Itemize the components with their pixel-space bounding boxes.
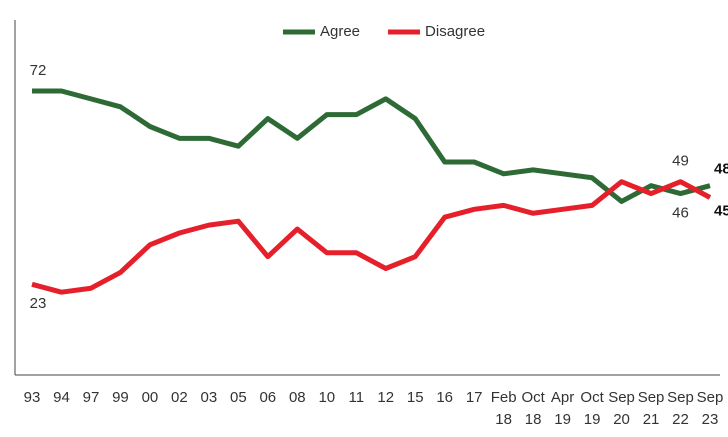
x-tick-label: 05 [230, 389, 247, 406]
data-label: 45 [714, 202, 728, 219]
x-tick-label: Sep 21 [638, 389, 665, 428]
x-tick-label: 93 [24, 389, 41, 406]
series-line [31, 179, 712, 295]
x-tick-label: Sep 22 [667, 389, 694, 428]
x-tick-label: 02 [171, 389, 188, 406]
x-tick-label: 12 [377, 389, 394, 406]
data-label: 23 [30, 295, 47, 312]
x-tick-label: Sep 20 [608, 389, 635, 428]
x-tick-label: 15 [407, 389, 424, 406]
data-label: 49 [672, 153, 689, 170]
x-tick-label: Apr 19 [551, 389, 574, 428]
x-tick-label: Oct 19 [580, 389, 604, 428]
x-tick-label: Oct 18 [521, 389, 545, 428]
x-tick-label: 11 [348, 389, 364, 406]
legend-label: Agree [320, 23, 360, 40]
x-tick-label: 97 [83, 389, 100, 406]
data-label: 48 [714, 161, 728, 178]
x-tick-label: 00 [142, 389, 159, 406]
x-tick-label: 08 [289, 389, 306, 406]
x-tick-label: Feb 18 [491, 389, 517, 428]
legend-label: Disagree [425, 23, 485, 40]
x-tick-label: 06 [259, 389, 276, 406]
series-line [32, 88, 711, 204]
data-label: 72 [30, 62, 47, 79]
x-tick-label: 03 [201, 389, 218, 406]
x-tick-label: 16 [436, 389, 453, 406]
x-tick-label: 10 [318, 389, 335, 406]
x-tick-label: 99 [112, 389, 129, 406]
x-tick-label: 17 [466, 389, 483, 406]
data-label: 46 [672, 205, 689, 222]
x-tick-label: 94 [53, 389, 70, 406]
x-tick-label: Sep 23 [697, 389, 724, 428]
